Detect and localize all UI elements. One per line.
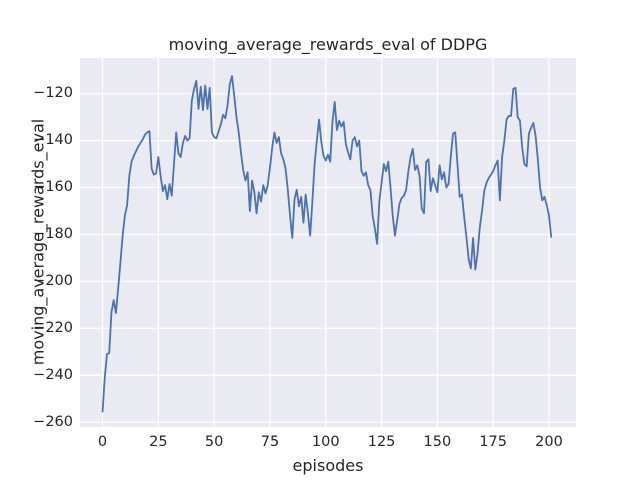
y-tick-label: −120	[33, 85, 73, 102]
x-tick-label: 50	[204, 434, 224, 450]
x-tick-label: 0	[97, 434, 108, 450]
y-tick-label: −160	[33, 178, 73, 195]
x-tick-label: 125	[367, 434, 396, 450]
y-tick-label: −180	[33, 225, 73, 242]
y-tick-label: −260	[33, 413, 73, 430]
chart-title: moving_average_rewards_eval of DDPG	[168, 35, 488, 54]
y-tick-label: −140	[33, 131, 73, 148]
y-tick-label: −240	[33, 366, 73, 383]
x-tick-label: 25	[149, 434, 168, 450]
x-tick-label: 75	[260, 434, 280, 450]
y-tick-label: −200	[33, 272, 73, 289]
y-axis-label: moving_average_rewards_eval	[28, 118, 48, 366]
x-axis-label: episodes	[292, 456, 364, 475]
series-line	[101, 74, 553, 413]
line-chart-svg	[80, 57, 576, 428]
x-tick-label: 175	[479, 434, 508, 450]
y-tick-label: −220	[33, 319, 73, 336]
plot-area	[80, 57, 576, 428]
x-tick-label: 100	[311, 434, 340, 450]
x-tick-label: 150	[423, 434, 452, 450]
x-tick-label: 200	[535, 434, 563, 450]
